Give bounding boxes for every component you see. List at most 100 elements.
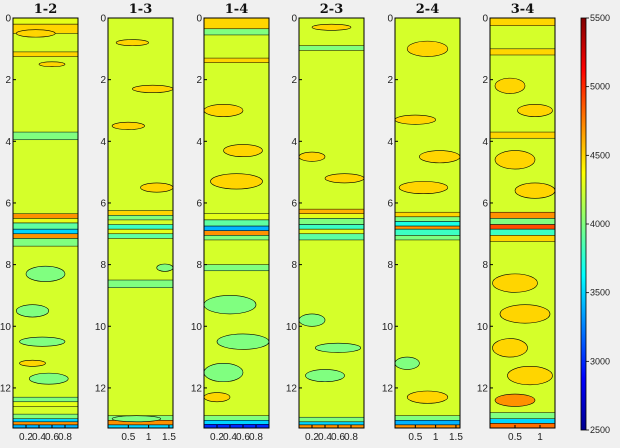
y-tick-label: 4 [100, 137, 106, 148]
contour-band [299, 218, 364, 225]
y-tick-label: 12 [191, 383, 203, 394]
contour-patch [204, 362, 244, 383]
contour-band [204, 230, 269, 236]
y-tick-label: 8 [482, 260, 488, 271]
contour-field [395, 18, 460, 428]
contour-patch [299, 313, 326, 327]
contour-patch [204, 295, 257, 315]
x-tick-label: 0.8 [249, 432, 263, 443]
contour-band [490, 48, 555, 56]
contour-band [299, 424, 364, 428]
contour-band [204, 28, 269, 36]
subplot-3-4: 3-4 0 2 4 6 8 10 12 0.5 1 [477, 2, 556, 443]
x-tick-label: 0.4 [32, 432, 46, 443]
contour-band [490, 412, 555, 420]
x-tick-label: 1 [537, 432, 543, 443]
x-tick-label: 0.2 [305, 432, 319, 443]
y-tick-label: 8 [100, 260, 106, 271]
contour-band [13, 131, 78, 141]
y-tick-label: 6 [196, 198, 202, 209]
contour-band [395, 235, 460, 241]
y-tick-label: 2 [100, 75, 106, 86]
panel-title: 2-3 [320, 2, 344, 17]
contour-patch [15, 304, 50, 318]
contour-band [204, 213, 269, 221]
y-tick-label: 0 [196, 14, 202, 25]
y-tick-label: 10 [477, 322, 489, 333]
contour-patch [406, 390, 449, 404]
contour-band [299, 228, 364, 235]
x-tick-label: 1.5 [162, 432, 176, 443]
contour-band [13, 396, 78, 403]
axes-frame [203, 17, 270, 429]
subplot-2-4: 2-4 0 2 4 6 8 10 12 0.5 1 1.5 [382, 2, 463, 443]
x-tick-label: 1.5 [449, 432, 463, 443]
contour-band [395, 216, 460, 222]
y-tick-label: 10 [95, 322, 107, 333]
y-tick-label: 8 [5, 260, 11, 271]
background-level [108, 18, 173, 428]
colorbar-tick-label: 5000 [590, 82, 610, 92]
contour-patch [517, 104, 553, 117]
y-tick-label: 2 [387, 75, 393, 86]
contour-patch [19, 336, 66, 347]
contour-patch [156, 263, 173, 272]
y-tick-label: 0 [291, 14, 297, 25]
panel-title: 1-4 [225, 2, 249, 17]
y-tick-label: 4 [387, 137, 393, 148]
x-tick-label: 0.4 [318, 432, 332, 443]
contour-band [204, 264, 269, 272]
y-tick-label: 10 [286, 322, 298, 333]
contour-patch [15, 29, 56, 38]
contour-band [490, 131, 555, 139]
x-tick-label: 0.4 [223, 432, 237, 443]
y-tick-label: 12 [0, 383, 11, 394]
axes-frame [394, 17, 461, 429]
x-tick-label: 0.2 [19, 432, 33, 443]
contour-band [13, 228, 78, 235]
contour-patch [115, 39, 149, 47]
contour-band [204, 415, 269, 421]
contour-field [108, 18, 173, 428]
y-tick-label: 4 [5, 137, 11, 148]
contour-patch [398, 181, 449, 195]
contour-patch [111, 121, 145, 130]
y-tick-label: 12 [477, 383, 489, 394]
panel-title: 2-4 [416, 2, 440, 17]
axes-frame [489, 17, 556, 429]
contour-patch [140, 182, 173, 193]
contour-patch [305, 369, 345, 383]
contour-band [108, 228, 173, 235]
x-tick-label: 1 [433, 432, 439, 443]
contour-patch [492, 338, 528, 358]
subplot-1-2: 1-2 0 2 4 6 8 10 12 0.2 0.4 0.6 0.8 [0, 2, 79, 443]
contour-band [108, 424, 173, 428]
subplot-1-4: 1-4 0 2 4 6 8 10 12 0.2 0.4 0.6 0.8 [191, 2, 270, 443]
y-tick-label: 4 [196, 137, 202, 148]
colorbar-tick-label: 3000 [590, 356, 610, 366]
contour-band [395, 225, 460, 230]
contour-patch [514, 182, 555, 199]
x-tick-label: 0.5 [121, 432, 135, 443]
y-tick-label: 0 [100, 14, 106, 25]
contour-band [490, 18, 555, 26]
x-tick-label: 0.5 [408, 432, 422, 443]
contour-band [490, 418, 555, 424]
contour-band [13, 222, 78, 230]
contour-band [204, 219, 269, 227]
contour-patch [419, 150, 460, 164]
x-tick-label: 0.5 [508, 432, 522, 443]
contour-band [108, 215, 173, 221]
contour-patch [204, 104, 244, 117]
contour-band [490, 224, 555, 230]
panel-title: 1-3 [129, 2, 153, 17]
x-tick-label: 0.6 [331, 432, 345, 443]
contour-patch [25, 265, 66, 282]
contour-patch [314, 342, 362, 353]
contour-patch [19, 359, 46, 367]
contour-band [13, 401, 78, 407]
contour-patch [216, 333, 269, 350]
contour-field [13, 18, 78, 428]
axes-frame [12, 17, 79, 429]
